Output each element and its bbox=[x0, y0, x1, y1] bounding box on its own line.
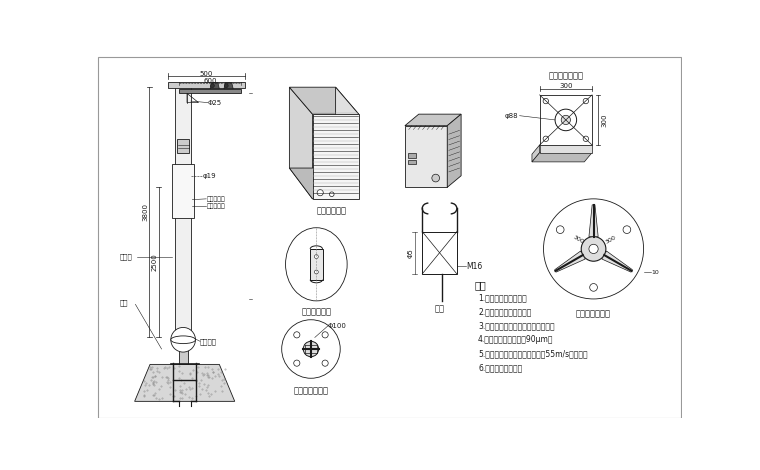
Text: 1.主干为国标频锦管。: 1.主干为国标频锦管。 bbox=[478, 294, 527, 303]
Circle shape bbox=[590, 283, 597, 291]
Text: 300: 300 bbox=[604, 235, 617, 245]
Circle shape bbox=[322, 332, 328, 338]
Circle shape bbox=[561, 115, 571, 125]
Text: 维修孔: 维修孔 bbox=[120, 253, 133, 260]
Text: 下层为銀色: 下层为銀色 bbox=[206, 203, 225, 209]
Text: φ19: φ19 bbox=[202, 173, 216, 179]
Text: 300: 300 bbox=[559, 83, 572, 89]
Polygon shape bbox=[336, 87, 359, 199]
Text: 维修孔放大图: 维修孔放大图 bbox=[302, 307, 331, 316]
Polygon shape bbox=[290, 168, 359, 199]
Bar bbox=[179, 89, 241, 94]
Circle shape bbox=[581, 236, 606, 261]
Circle shape bbox=[322, 360, 328, 366]
Ellipse shape bbox=[286, 228, 347, 301]
Polygon shape bbox=[290, 87, 312, 199]
Bar bbox=[173, 164, 194, 218]
Polygon shape bbox=[589, 205, 598, 236]
Text: 底座法兰: 底座法兰 bbox=[200, 338, 217, 345]
Text: 10: 10 bbox=[651, 269, 659, 274]
Polygon shape bbox=[224, 83, 233, 89]
Polygon shape bbox=[135, 364, 235, 401]
Text: 上层为红色: 上层为红色 bbox=[206, 196, 225, 202]
Circle shape bbox=[171, 328, 195, 352]
Polygon shape bbox=[532, 145, 540, 162]
Text: φ88: φ88 bbox=[505, 113, 518, 119]
Text: 地笼: 地笼 bbox=[435, 304, 445, 313]
Text: 3800: 3800 bbox=[142, 204, 148, 221]
Polygon shape bbox=[290, 87, 359, 114]
Text: 2.上下法兰加强届连接。: 2.上下法兰加强届连接。 bbox=[478, 307, 531, 316]
Circle shape bbox=[224, 84, 228, 87]
Circle shape bbox=[293, 360, 300, 366]
Polygon shape bbox=[532, 153, 592, 162]
Bar bbox=[540, 95, 592, 145]
Text: 2500: 2500 bbox=[152, 253, 157, 271]
Circle shape bbox=[543, 98, 549, 104]
Circle shape bbox=[583, 136, 588, 141]
Text: 300: 300 bbox=[601, 113, 607, 127]
Text: Φ25: Φ25 bbox=[207, 100, 222, 106]
Polygon shape bbox=[602, 251, 632, 272]
Text: M16: M16 bbox=[466, 262, 483, 271]
Circle shape bbox=[303, 341, 318, 357]
Bar bbox=[423, 232, 457, 274]
Text: 6.接管、避雷针可折: 6.接管、避雷针可折 bbox=[478, 363, 522, 372]
Text: 底座法兰放大图: 底座法兰放大图 bbox=[576, 310, 611, 319]
Bar bbox=[177, 139, 189, 153]
Text: Φ5: Φ5 bbox=[407, 248, 413, 258]
Circle shape bbox=[211, 84, 214, 87]
Bar bbox=[408, 160, 416, 164]
Polygon shape bbox=[312, 114, 359, 199]
Text: 4.钉管弹锦锅层厉孔为90μm。: 4.钉管弹锦锅层厉孔为90μm。 bbox=[478, 335, 553, 344]
Bar bbox=[310, 249, 322, 280]
Circle shape bbox=[432, 174, 439, 182]
Circle shape bbox=[543, 136, 549, 141]
Text: 600: 600 bbox=[204, 78, 217, 84]
Circle shape bbox=[583, 98, 588, 104]
Text: 300: 300 bbox=[572, 235, 584, 245]
Text: 说明: 说明 bbox=[474, 280, 486, 290]
Circle shape bbox=[556, 226, 564, 234]
Text: Φ100: Φ100 bbox=[328, 323, 347, 329]
Bar bbox=[540, 145, 592, 153]
Bar bbox=[179, 335, 188, 364]
Bar bbox=[408, 153, 416, 158]
Circle shape bbox=[555, 109, 577, 131]
Circle shape bbox=[315, 255, 318, 258]
Polygon shape bbox=[555, 251, 585, 272]
Text: 防水箱放大图: 防水箱放大图 bbox=[317, 206, 347, 215]
Text: 地笼: 地笼 bbox=[120, 299, 128, 306]
Text: 3.噪涂后不再进行任何加工和焊接。: 3.噪涂后不再进行任何加工和焊接。 bbox=[478, 321, 555, 330]
Circle shape bbox=[623, 226, 631, 234]
Circle shape bbox=[543, 199, 644, 299]
Text: 底座法兰正视图: 底座法兰正视图 bbox=[548, 71, 584, 80]
Bar bbox=[168, 82, 245, 88]
Circle shape bbox=[282, 320, 340, 378]
Circle shape bbox=[315, 270, 318, 274]
Circle shape bbox=[317, 189, 323, 196]
Polygon shape bbox=[405, 125, 447, 188]
Polygon shape bbox=[210, 83, 220, 89]
Text: 500: 500 bbox=[200, 71, 213, 77]
Circle shape bbox=[329, 192, 334, 196]
Circle shape bbox=[589, 244, 598, 253]
Ellipse shape bbox=[171, 336, 195, 344]
Circle shape bbox=[293, 332, 300, 338]
Polygon shape bbox=[447, 114, 461, 188]
Bar bbox=[176, 87, 191, 337]
Polygon shape bbox=[405, 114, 461, 125]
Text: 扬机法兰放大图: 扬机法兰放大图 bbox=[293, 387, 328, 396]
Text: 5.立杆、梗管和其它部件应能抔55m/s的风速。: 5.立杆、梗管和其它部件应能抔55m/s的风速。 bbox=[478, 349, 587, 358]
